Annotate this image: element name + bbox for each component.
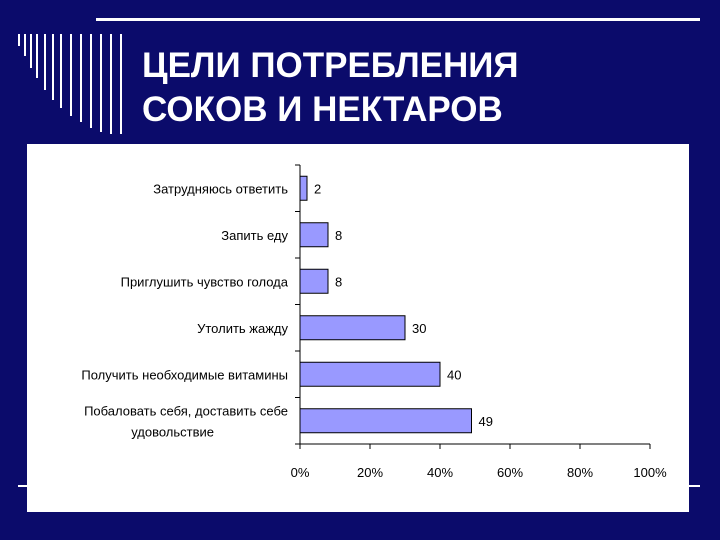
data-label: 49 [479, 414, 493, 429]
slide-decoration [18, 34, 122, 134]
category-label-line: удовольствие [131, 424, 214, 439]
slide-title: ЦЕЛИ ПОТРЕБЛЕНИЯ СОКОВ И НЕКТАРОВ [142, 44, 519, 132]
chart-panel: 0% 20% 40% 60% 80% 100% 2 Затрудняюсь ответить 8… [27, 144, 689, 512]
category-label: Утолить жажду [197, 321, 288, 336]
bar [299, 315, 406, 341]
x-tick-label: 0% [291, 465, 310, 480]
data-label: 30 [412, 321, 426, 336]
x-tick-label: 40% [427, 465, 453, 480]
data-label: 2 [314, 181, 321, 196]
decorative-stripes [18, 34, 122, 134]
category-label-line: Получить необходимые витамины [81, 367, 288, 382]
category-label-line: Побаловать себя, доставить себе [84, 403, 288, 418]
bar [299, 222, 329, 248]
category-label: Приглушить чувство голода [121, 274, 289, 289]
category-label: Запить еду [221, 228, 288, 243]
x-tick-label: 20% [357, 465, 383, 480]
data-label: 8 [335, 274, 342, 289]
bar [299, 175, 308, 201]
bar [299, 408, 472, 434]
x-tick-label: 100% [633, 465, 667, 480]
category-label: Получить необходимые витамины [81, 367, 288, 382]
slide-title-line-2: СОКОВ И НЕКТАРОВ [142, 90, 503, 129]
data-label: 8 [335, 228, 342, 243]
slide-title-line-1: ЦЕЛИ ПОТРЕБЛЕНИЯ [142, 46, 519, 85]
bar-chart: 0% 20% 40% 60% 80% 100% 2 Затрудняюсь ответить 8… [81, 164, 667, 480]
x-tick-label: 80% [567, 465, 593, 480]
data-label: 40 [447, 367, 461, 382]
bar [299, 268, 329, 294]
category-label-line: Запить еду [221, 228, 288, 243]
category-label-line: Приглушить чувство голода [121, 274, 289, 289]
category-label: Побаловать себя, доставить себе удовольст… [84, 403, 288, 439]
x-tick-label: 60% [497, 465, 523, 480]
bar [299, 361, 441, 387]
category-label-line: Утолить жажду [197, 321, 288, 336]
top-rule [96, 18, 700, 21]
category-label: Затрудняюсь ответить [153, 181, 288, 196]
category-label-line: Затрудняюсь ответить [153, 181, 288, 196]
